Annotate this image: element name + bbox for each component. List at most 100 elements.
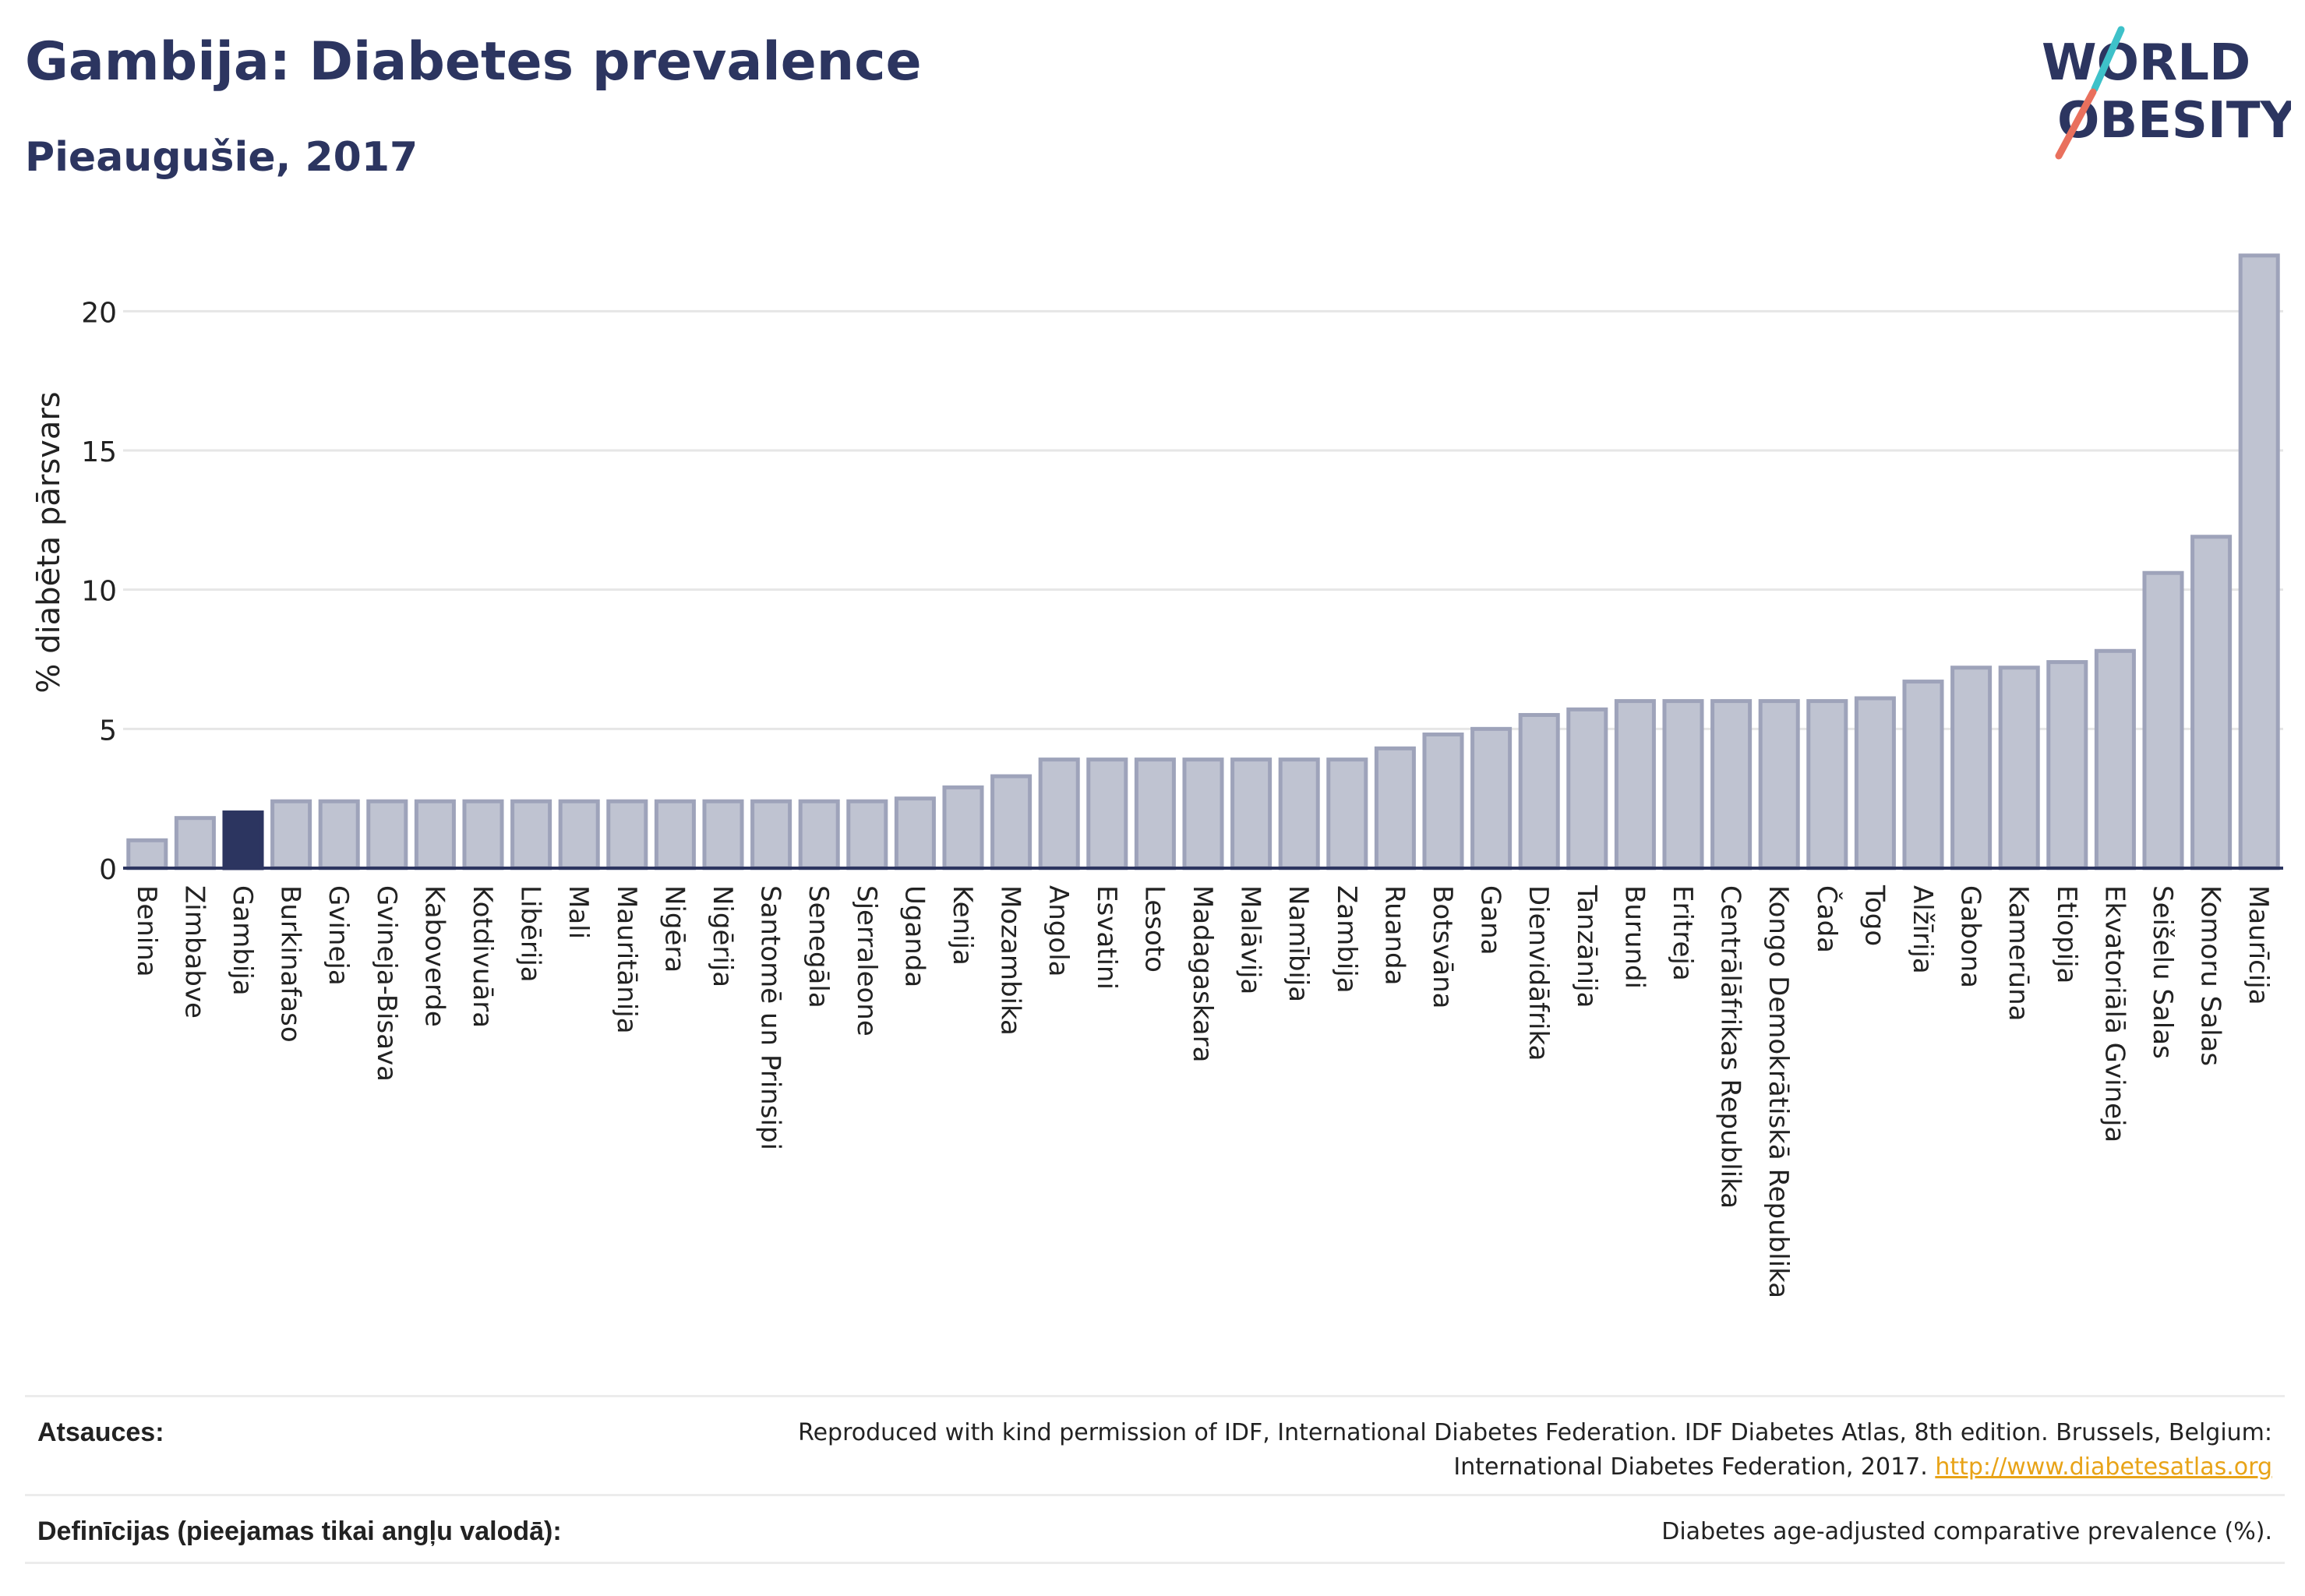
bar-32[interactable] bbox=[1662, 699, 1704, 870]
x-tick-label: Libērija bbox=[515, 885, 546, 983]
x-tick-label: Kaboverde bbox=[418, 885, 450, 1027]
sources-label: Atsauces: bbox=[37, 1418, 164, 1447]
x-tick-label: Ekvatoriālā Gvineja bbox=[2099, 885, 2130, 1142]
x-tick-label: Zambija bbox=[1331, 885, 1362, 994]
x-tick-label: Dienvidāfrika bbox=[1523, 885, 1554, 1061]
x-tick-label: Kongo Demokrātiskā Republika bbox=[1763, 885, 1794, 1298]
y-tick-label: 0 bbox=[99, 854, 117, 886]
bar-29[interactable] bbox=[1518, 712, 1560, 870]
bar-36[interactable] bbox=[1854, 696, 1896, 870]
logo-line2: OBESITY bbox=[2057, 92, 2291, 150]
x-tick-label: Komoru Salas bbox=[2195, 885, 2226, 1066]
bar-20[interactable] bbox=[1086, 757, 1128, 870]
x-tick-label: Gambija bbox=[227, 885, 258, 996]
bar-38[interactable] bbox=[1950, 666, 1993, 870]
x-tick-label: Eritreja bbox=[1667, 885, 1698, 981]
bar-chart: 0 5 10 15 20 Benina Zimbabve Gambija Burkinafas… bbox=[31, 253, 2283, 1298]
bar-14[interactable] bbox=[798, 799, 840, 870]
x-tick-label: Namībija bbox=[1283, 885, 1314, 1002]
bar-22[interactable] bbox=[1182, 757, 1224, 870]
x-tick-label: Mauritānija bbox=[611, 885, 642, 1034]
y-tick-label: 10 bbox=[81, 576, 117, 608]
bar-19[interactable] bbox=[1038, 757, 1080, 870]
bar-33[interactable] bbox=[1710, 699, 1753, 870]
bar-25[interactable] bbox=[1326, 757, 1368, 870]
x-tick-label: Esvatini bbox=[1091, 885, 1122, 990]
definitions-text: Diabetes age-adjusted comparative preval… bbox=[1661, 1518, 2272, 1545]
world-obesity-logo: WORLD OBESITY bbox=[2042, 26, 2291, 160]
bar-4[interactable] bbox=[318, 799, 360, 870]
bar-24[interactable] bbox=[1278, 757, 1320, 870]
chart-subtitle: Pieaugušie, 2017 bbox=[25, 134, 418, 181]
x-tick-label: Botsvāna bbox=[1427, 885, 1458, 1009]
bar-10[interactable] bbox=[606, 799, 648, 870]
bar-7[interactable] bbox=[462, 799, 504, 870]
x-tick-label: Gana bbox=[1475, 885, 1506, 955]
bar-3[interactable] bbox=[270, 799, 312, 870]
x-tick-label: Senegāla bbox=[803, 885, 834, 1008]
bar-16[interactable] bbox=[894, 796, 936, 870]
y-axis-label: % diabēta pārsvars bbox=[31, 391, 67, 693]
bar-41[interactable] bbox=[2094, 648, 2136, 870]
x-tick-label: Kenija bbox=[947, 885, 978, 966]
x-tick-label: Alžīrija bbox=[1907, 885, 1938, 974]
bar-15[interactable] bbox=[846, 799, 888, 870]
bar-17[interactable] bbox=[942, 785, 984, 870]
bar-8[interactable] bbox=[510, 799, 552, 870]
x-tick-label: Burkinafaso bbox=[275, 885, 306, 1043]
bar-26[interactable] bbox=[1374, 746, 1416, 870]
bar-2[interactable] bbox=[222, 810, 264, 870]
x-tick-label: Seišelu Salas bbox=[2147, 885, 2178, 1059]
bar-40[interactable] bbox=[2046, 660, 2088, 870]
bar-43[interactable] bbox=[2190, 535, 2233, 870]
y-tick-label: 15 bbox=[81, 436, 117, 468]
x-tick-label: Zimbabve bbox=[178, 885, 210, 1019]
bar-6[interactable] bbox=[414, 799, 456, 870]
x-tick-label: Nigēra bbox=[658, 885, 690, 973]
bar-0[interactable] bbox=[126, 838, 168, 870]
x-tick-label: Ruanda bbox=[1378, 885, 1410, 985]
x-tick-label: Mozambika bbox=[995, 885, 1026, 1036]
bar-11[interactable] bbox=[654, 799, 696, 870]
bar-35[interactable] bbox=[1806, 699, 1848, 870]
x-tick-label: Lesoto bbox=[1138, 885, 1170, 973]
x-tick-label: Sjerraleone bbox=[851, 885, 882, 1036]
bar-34[interactable] bbox=[1758, 699, 1800, 870]
x-tick-label: Togo bbox=[1858, 885, 1890, 946]
footer: Atsauces: Reproduced with kind permissio… bbox=[25, 1395, 2285, 1564]
bar-39[interactable] bbox=[1998, 666, 2040, 870]
bar-31[interactable] bbox=[1614, 699, 1656, 870]
x-tick-label: Uganda bbox=[898, 885, 930, 987]
bar-42[interactable] bbox=[2142, 570, 2184, 870]
sources-text: Reproduced with kind permission of IDF, … bbox=[714, 1416, 2272, 1485]
logo-line1: WORLD bbox=[2042, 34, 2250, 92]
x-tick-label: Kamerūna bbox=[2003, 885, 2034, 1021]
bar-1[interactable] bbox=[174, 816, 216, 870]
bar-21[interactable] bbox=[1134, 757, 1176, 870]
x-tick-label: Kotdivuāra bbox=[467, 885, 498, 1028]
bar-5[interactable] bbox=[366, 799, 408, 870]
bar-27[interactable] bbox=[1422, 732, 1464, 870]
bar-28[interactable] bbox=[1470, 726, 1513, 870]
x-tick-label: Malāvija bbox=[1235, 885, 1266, 994]
x-tick-label: Angola bbox=[1043, 885, 1074, 976]
x-tick-label: Gabona bbox=[1955, 885, 1986, 988]
y-tick-label: 20 bbox=[81, 297, 117, 329]
definitions-row: Definīcijas (pieejamas tikai angļu valod… bbox=[25, 1494, 2285, 1564]
x-tick-label: Madagaskara bbox=[1187, 885, 1218, 1062]
x-tick-label: Tanzānija bbox=[1571, 885, 1602, 1008]
sources-citation: Reproduced with kind permission of IDF, … bbox=[798, 1419, 2272, 1481]
bar-13[interactable] bbox=[750, 799, 792, 870]
bar-37[interactable] bbox=[1902, 680, 1944, 870]
bar-44[interactable] bbox=[2238, 253, 2280, 870]
bar-12[interactable] bbox=[702, 799, 744, 870]
bar-9[interactable] bbox=[558, 799, 600, 870]
x-tick-label: Maurīcija bbox=[2243, 885, 2274, 1005]
bar-30[interactable] bbox=[1566, 707, 1608, 870]
bar-18[interactable] bbox=[990, 774, 1032, 870]
sources-link[interactable]: http://www.diabetesatlas.org bbox=[1935, 1453, 2272, 1481]
chart-title: Gambija: Diabetes prevalence bbox=[25, 31, 922, 93]
bar-23[interactable] bbox=[1230, 757, 1273, 870]
x-tick-label: Nigērija bbox=[707, 885, 738, 987]
x-tick-label: Čada bbox=[1811, 885, 1843, 953]
